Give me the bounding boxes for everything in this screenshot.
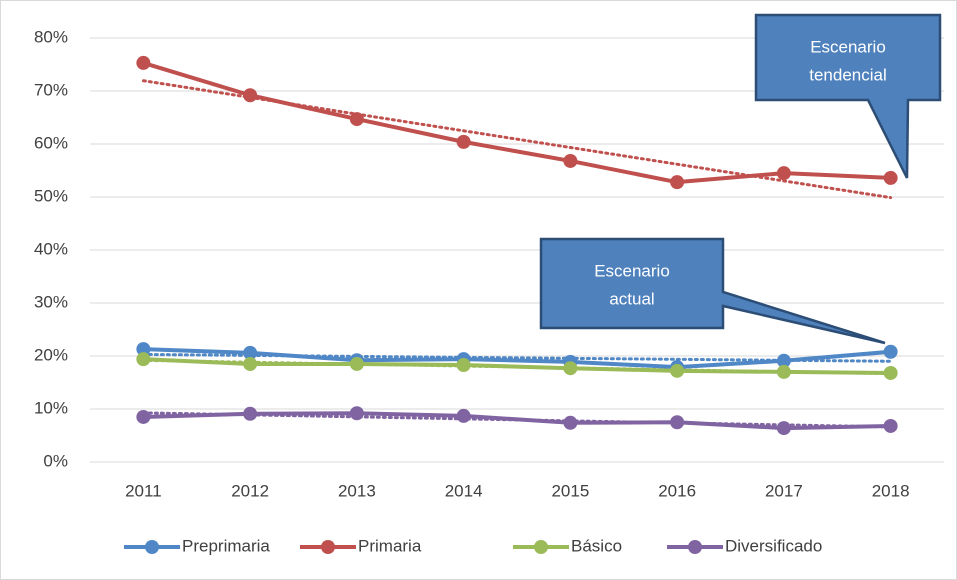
x-tick-label: 2011 [125, 481, 162, 500]
series-line [143, 347, 891, 370]
data-point [883, 418, 898, 433]
legend-marker [534, 540, 548, 554]
y-tick-label: 30% [34, 292, 68, 311]
data-point [136, 409, 151, 424]
y-tick-label: 20% [34, 345, 68, 364]
legend-label: Preprimaria [182, 536, 270, 555]
x-tick-label: 2015 [551, 481, 589, 500]
data-point [243, 406, 258, 421]
data-point [670, 363, 685, 378]
y-tick-label: 50% [34, 186, 68, 205]
x-tick-label: 2018 [872, 481, 910, 500]
legend-label: Primaria [358, 536, 422, 555]
x-tick-label: 2017 [765, 481, 803, 500]
data-point [883, 365, 898, 380]
data-point [243, 345, 258, 360]
series-line [142, 60, 891, 185]
data-point [456, 408, 471, 423]
callout-text: Escenario [594, 261, 670, 280]
y-tick-label: 60% [34, 133, 68, 152]
x-tick-label: 2014 [445, 481, 483, 500]
data-point [456, 358, 471, 373]
y-tick-label: 10% [34, 398, 68, 417]
x-tick-label: 2012 [231, 481, 269, 500]
legend-label: Básico [571, 536, 622, 555]
data-point [563, 153, 578, 168]
data-point [349, 112, 364, 127]
data-point [883, 170, 898, 185]
data-point [670, 175, 685, 190]
y-tick-label: 80% [34, 27, 68, 46]
data-point [136, 55, 151, 70]
data-point [563, 361, 578, 376]
y-tick-label: 0% [43, 451, 68, 470]
legend-marker [145, 540, 159, 554]
data-point [776, 364, 791, 379]
data-point [776, 421, 791, 436]
data-point [456, 134, 471, 149]
callout-box [539, 237, 886, 345]
callout-text: Escenario [810, 37, 886, 56]
y-tick-label: 40% [34, 239, 68, 258]
data-point [776, 166, 791, 181]
data-point [776, 353, 791, 368]
series-line [143, 411, 891, 431]
data-point [563, 415, 578, 430]
data-point [349, 356, 364, 371]
data-point [243, 356, 258, 371]
callout-text: tendencial [809, 65, 887, 84]
legend-label: Diversificado [725, 536, 822, 555]
callouts: Escenario tendencial Escenario actual [539, 13, 942, 345]
x-tick-label: 2013 [338, 481, 376, 500]
data-point [136, 342, 151, 357]
data-point [670, 415, 685, 430]
plot-area: 0% 10% 20% 30% 40% 50% 60% 70% 80% 2011 2012 2013 20… [34, 27, 944, 555]
data-point [243, 88, 258, 103]
legend-marker [688, 540, 702, 554]
data-point [349, 406, 364, 421]
series-line [143, 357, 891, 375]
legend-marker [321, 540, 335, 554]
callout-box [754, 13, 942, 179]
y-tick-label: 70% [34, 80, 68, 99]
x-tick-label: 2016 [658, 481, 696, 500]
data-point [883, 344, 898, 359]
callout-text: actual [609, 289, 654, 308]
data-point [136, 352, 151, 367]
